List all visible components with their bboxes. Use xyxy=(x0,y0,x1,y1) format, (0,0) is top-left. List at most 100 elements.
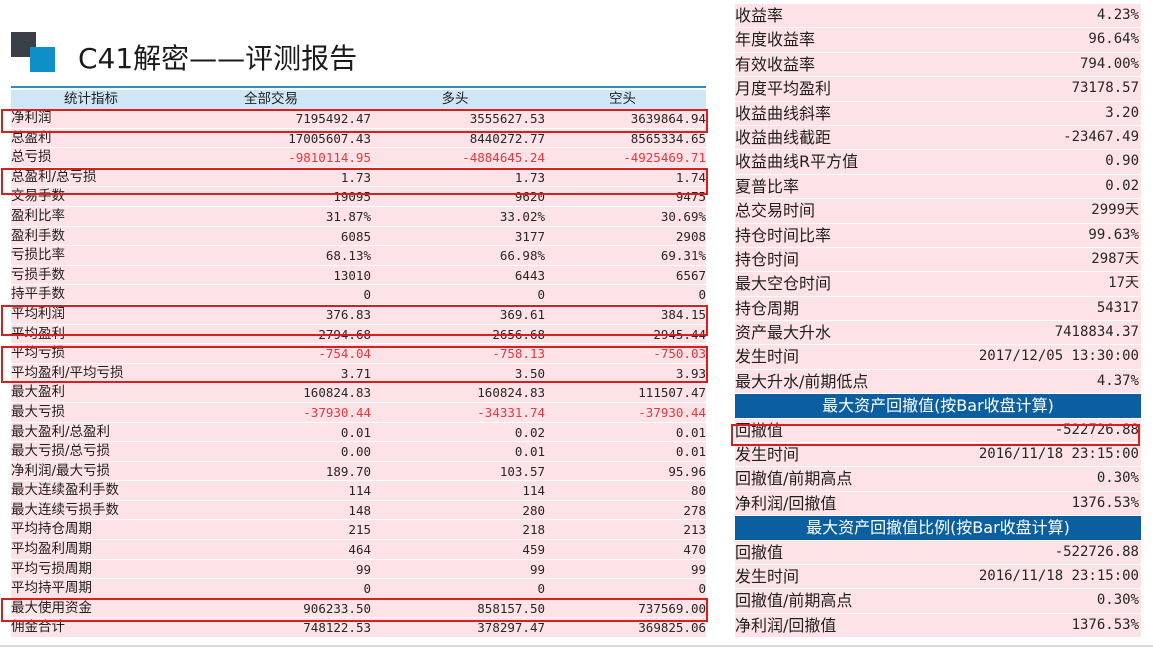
summary-value: 0.02 xyxy=(1105,177,1139,194)
value-long: 3177 xyxy=(514,228,545,244)
summary-label: 收益曲线R平方值 xyxy=(735,152,859,172)
value-short: -37930.44 xyxy=(638,404,706,420)
summary-label: 月度平均盈利 xyxy=(735,79,832,99)
summary-label: 回撤值 xyxy=(735,542,784,562)
table-row: 平均亏损周期 99 99 99 xyxy=(11,559,706,580)
value-short: 0 xyxy=(698,287,706,303)
table-body: 净利润 7195492.47 3555627.53 3639864.94 总盈利 1700… xyxy=(11,109,706,639)
value-long: 160824.83 xyxy=(477,385,545,401)
value-long: 103.57 xyxy=(499,463,545,479)
table-row: 总盈利 17005607.43 8440272.77 8565334.65 xyxy=(11,128,706,149)
value-short: 6567 xyxy=(675,267,706,283)
value-long: 378297.47 xyxy=(477,620,545,636)
value-long: -34331.74 xyxy=(477,404,545,420)
row-label: 总盈利 xyxy=(11,129,52,146)
summary-value: 3.20 xyxy=(1105,104,1139,121)
summary-row: 收益曲线斜率 3.20 xyxy=(735,101,1141,126)
row-label: 平均持仓周期 xyxy=(11,521,92,538)
summary-value: 17天 xyxy=(1108,275,1139,292)
table-row: 平均盈利/平均亏损 3.71 3.50 3.93 xyxy=(11,363,706,384)
value-all: 1.73 xyxy=(340,169,371,185)
value-all: -754.04 xyxy=(318,346,371,362)
value-all: 3.71 xyxy=(340,365,371,381)
table-row: 平均持仓周期 215 218 213 xyxy=(11,520,706,541)
value-short: 1.74 xyxy=(675,169,706,185)
value-all: 148 xyxy=(348,502,371,518)
summary-label: 发生时间 xyxy=(735,347,800,367)
summary-value: 96.64% xyxy=(1088,31,1139,48)
summary-row: 发生时间 2017/12/05 13:30:00 xyxy=(735,345,1141,370)
title-underline xyxy=(11,86,706,88)
value-short: 2945.44 xyxy=(653,326,706,342)
value-short: 80 xyxy=(690,483,706,499)
table-row: 平均利润 376.83 369.61 384.15 xyxy=(11,304,706,325)
summary-row: 收益曲线R平方值 0.90 xyxy=(735,150,1141,175)
bottom-divider xyxy=(0,645,1153,647)
value-all: 215 xyxy=(348,522,371,538)
summary-label: 收益曲线斜率 xyxy=(735,103,832,123)
value-all: 189.70 xyxy=(325,463,371,479)
value-short: 0.01 xyxy=(675,444,706,460)
value-all: 68.13% xyxy=(325,248,371,264)
row-label: 最大亏损/总亏损 xyxy=(11,443,111,460)
header-short: 空头 xyxy=(609,91,636,107)
value-all: -37930.44 xyxy=(303,404,371,420)
value-short: 111507.47 xyxy=(638,385,706,401)
summary-row: 持仓时间 2987天 xyxy=(735,247,1141,273)
value-all: 19095 xyxy=(333,189,371,205)
table-row: 总盈利/总亏损 1.73 1.73 1.74 xyxy=(11,167,706,188)
summary-label: 收益曲线截距 xyxy=(735,127,832,147)
row-label: 亏损手数 xyxy=(11,266,65,283)
summary-value: 2016/11/18 23:15:00 xyxy=(978,446,1139,463)
value-long: 0.01 xyxy=(514,444,545,460)
table-row: 净利润 7195492.47 3555627.53 3639864.94 xyxy=(11,109,706,129)
summary-label: 净利润/回撤值 xyxy=(735,493,837,513)
row-label: 最大连续亏损手数 xyxy=(11,501,119,518)
summary-label: 持仓周期 xyxy=(735,298,800,318)
table-row: 盈利比率 31.87% 33.02% 30.69% xyxy=(11,206,706,227)
table-row: 平均盈利 2794.68 2656.68 2945.44 xyxy=(11,324,706,345)
summary-value: 73178.57 xyxy=(1071,80,1139,97)
summary-value: 54317 xyxy=(1096,299,1139,316)
summary-row: 年度收益率 96.64% xyxy=(735,28,1141,53)
summary-row: 总交易时间 2999天 xyxy=(735,199,1141,224)
header-all: 全部交易 xyxy=(244,91,298,107)
value-short: 3.93 xyxy=(675,365,706,381)
table-row: 总亏损 -9810114.95 -4884645.24 -4925469.71 xyxy=(11,148,706,168)
value-all: 0 xyxy=(363,581,371,597)
value-long: 8440272.77 xyxy=(469,130,545,146)
summary-value: -23467.49 xyxy=(1063,128,1139,145)
summary-label: 回撤值 xyxy=(735,420,784,440)
value-short: 737569.00 xyxy=(638,600,706,616)
value-long: 0 xyxy=(537,581,545,597)
value-all: 31.87% xyxy=(325,208,371,224)
summary-row: 收益曲线截距 -23467.49 xyxy=(735,125,1141,151)
row-label: 总盈利/总亏损 xyxy=(11,168,97,185)
value-all: 7195492.47 xyxy=(295,111,371,126)
summary-value: 0.90 xyxy=(1105,153,1139,170)
table-row: 净利润/最大亏损 189.70 103.57 95.96 xyxy=(11,461,706,482)
row-label: 平均盈利周期 xyxy=(11,541,92,558)
summary-value: 2016/11/18 23:15:00 xyxy=(978,567,1139,584)
value-all: 464 xyxy=(348,542,371,558)
value-short: 3639864.94 xyxy=(630,111,706,126)
page-title: C41解密——评测报告 xyxy=(78,42,358,75)
summary-label: 回撤值/前期高点 xyxy=(735,591,853,611)
value-long: 1.73 xyxy=(514,169,545,185)
summary-value: 4.23% xyxy=(1096,7,1139,23)
summary-value: 2999天 xyxy=(1091,202,1139,219)
table-row: 平均持平周期 0 0 0 xyxy=(11,579,706,599)
value-short: 213 xyxy=(683,522,706,538)
row-label: 最大盈利 xyxy=(11,384,65,401)
value-short: 9475 xyxy=(675,189,706,205)
value-long: 9620 xyxy=(514,189,545,205)
summary-row: 回撤值 -522726.88 xyxy=(735,540,1141,565)
value-all: 376.83 xyxy=(325,306,371,322)
row-label: 最大连续盈利手数 xyxy=(11,482,119,499)
value-all: 0.01 xyxy=(340,424,371,440)
value-short: 99 xyxy=(690,561,706,577)
value-all: 99 xyxy=(355,561,371,577)
table-row: 平均亏损 -754.04 -758.13 -750.03 xyxy=(11,344,706,364)
summary-row: 最大升水/前期低点 4.37% xyxy=(735,369,1141,395)
summary-value: -522726.88 xyxy=(1054,421,1139,438)
